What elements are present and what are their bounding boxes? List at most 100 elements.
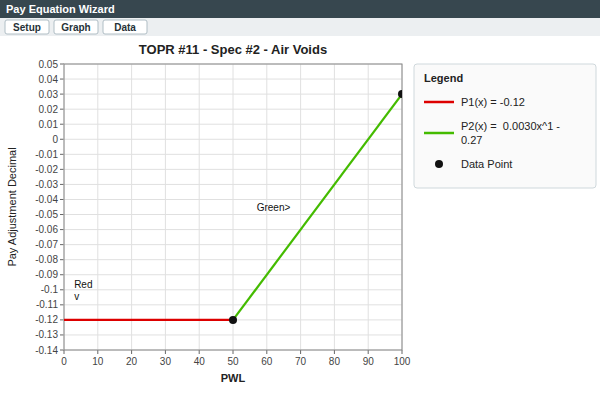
title: TOPR #11 - Spec #2 - Air Voids [139,42,327,57]
y-axis-label: Pay Adjustment Decimal [6,147,18,266]
tick-mark [60,304,64,305]
grid-line [131,64,132,350]
x-axis-label: PWL [221,372,246,384]
plot-area [64,64,402,350]
tick-mark [402,350,403,354]
tick-label: 40 [194,356,206,367]
tick-label: -0.09 [35,269,58,280]
tick-label: -0.01 [35,149,58,160]
annotation-line: v [74,291,79,302]
tab-label: Data [114,22,136,33]
tick-mark [60,139,64,140]
tick-label: -0.04 [35,194,58,205]
legend-entry: P1(x) = -0.12 [461,96,525,108]
tick-label: -0.12 [35,314,58,325]
tick-label: -0.07 [35,239,58,250]
tick-mark [64,350,65,354]
grid-line [199,64,200,350]
legend-entry-line: P2(x) = 0.0030x^1 - [461,120,560,132]
tab-label: Setup [13,22,41,33]
tick-label: 0.05 [39,59,59,70]
tick-mark [60,94,64,95]
tick-label: 100 [394,356,411,367]
tick-label: 20 [126,356,138,367]
marks [64,90,402,324]
tick-label: -0.08 [35,254,58,265]
grid-line [165,64,166,350]
grid-line [368,64,369,350]
tick-label: 50 [227,356,239,367]
grid-line [97,64,98,350]
tick-mark [60,154,64,155]
series-line [233,94,402,320]
tick-label: 10 [92,356,104,367]
tick-mark [60,79,64,80]
tick-label: 0.03 [39,89,59,100]
data-point [229,316,237,324]
tick-label: -0.02 [35,164,58,175]
tick-label: 0.04 [39,74,59,85]
grid-line [334,64,335,350]
tick-label: 60 [261,356,273,367]
axes: 0.05 0.04 0.03 0.02 0.01 0 -0.01 -0.02 -0.03 -0.0… [35,59,411,368]
tab-label: Graph [61,22,90,33]
tick-mark [60,274,64,275]
tick-mark [199,350,200,354]
tick-label: -0.13 [35,329,58,340]
annotation: Redv [74,279,92,302]
tick-label: -0.05 [35,209,58,220]
tick-mark [60,244,64,245]
tick-mark [300,350,301,354]
annotation: Green> [257,202,291,213]
header-bar [0,0,600,18]
tick-mark [60,184,64,185]
tick-label: -0.06 [35,224,58,235]
tick-mark [266,350,267,354]
tick-label: 30 [160,356,172,367]
tick-mark [368,350,369,354]
legend-swatch [424,132,454,135]
legend-entry-line: Data Point [461,158,512,170]
tab [54,20,98,34]
plot-frame [64,64,402,350]
legend-marker [435,160,443,168]
legend-entry: Data Point [461,158,512,170]
tick-mark [60,289,64,290]
annotation-line: Red [74,279,92,290]
tab-bar [0,18,600,36]
series-line [64,319,233,321]
legend-box [414,64,596,188]
tick-label: 70 [295,356,307,367]
tick-mark [60,319,64,320]
annotation-line: Green> [257,202,291,213]
tick-label: -0.1 [41,284,59,295]
tick-label: 0 [52,134,58,145]
legend: Legend P1(x) = -0.12 P2(x) = 0.0030x^1 - 0.… [414,64,596,188]
legend-entry-line: 0.27 [461,134,482,146]
legend-entry-line: P1(x) = -0.12 [461,96,525,108]
tick-mark [334,350,335,354]
chart: Pay Equation WizardSetupGraphDataTOPR #1… [0,0,600,401]
tick-mark [97,350,98,354]
grid-line [300,64,301,350]
data-point [398,90,402,98]
tick-label: 0 [61,356,67,367]
tick-mark [60,199,64,200]
tick-label: -0.11 [36,299,58,310]
legend-title: Legend [424,72,463,84]
tick-mark [60,334,64,335]
tick-label: -0.14 [35,345,58,356]
tick-mark [60,124,64,125]
tick-label: -0.03 [35,179,58,190]
tick-label: 0.02 [39,104,59,115]
grid-line [233,64,234,350]
tick-mark [60,64,64,65]
tick-mark [60,109,64,110]
tick-mark [60,259,64,260]
tab [103,20,147,34]
tick-mark [60,229,64,230]
tick-mark [60,214,64,215]
tick-mark [233,350,234,354]
tick-label: 90 [363,356,375,367]
tick-label: 0.01 [39,119,59,130]
